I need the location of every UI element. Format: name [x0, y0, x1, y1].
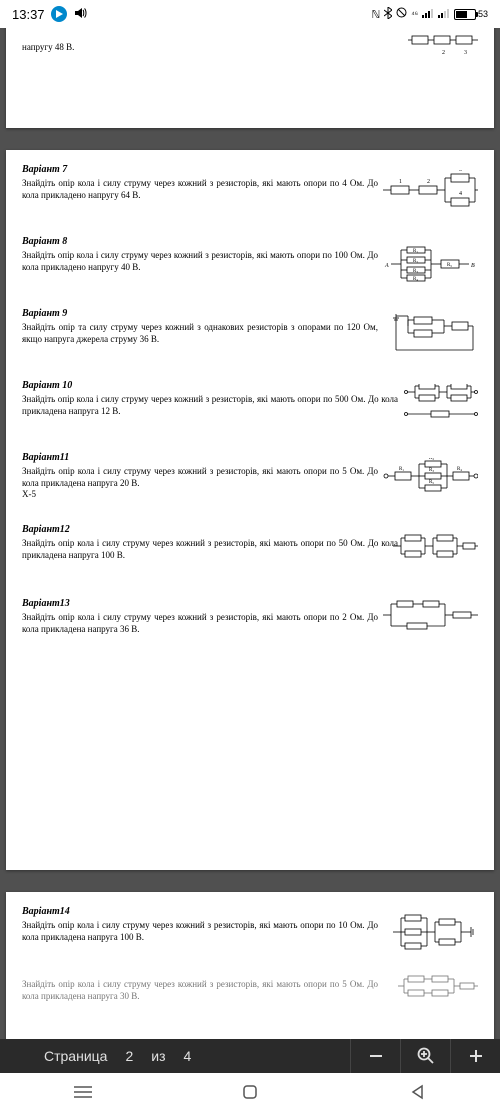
page-2: Варіант 7 Знайдіть опір кола і силу стру…	[6, 150, 494, 870]
status-left: 13:37	[12, 6, 87, 23]
status-right: ℕ ⁴⁶ 53	[371, 7, 488, 22]
circuit-14	[393, 912, 478, 952]
problem-fragment: напругу 48 В. 23	[22, 42, 478, 96]
problem-9: Варіант 9 Знайдіть опір та силу струму ч…	[22, 308, 478, 362]
page-indicator[interactable]: Страница 2 из 4	[0, 1048, 350, 1064]
telegram-icon	[51, 6, 67, 22]
signal2-icon	[438, 8, 450, 21]
page-total: 4	[184, 1048, 192, 1064]
back-button[interactable]	[407, 1082, 427, 1102]
problem-10: Варіант 10 Знайдіть опір кола і силу стр…	[22, 380, 478, 434]
dnd-icon	[396, 7, 407, 21]
nfc-icon: ℕ	[371, 8, 380, 21]
sound-icon	[73, 6, 87, 23]
circuit-13	[383, 598, 478, 632]
svg-text:R₄: R₄	[413, 277, 418, 282]
problem-11: Варіант11 Знайдіть опір кола і силу стру…	[22, 452, 478, 506]
bluetooth-icon	[384, 7, 392, 22]
svg-text:3: 3	[459, 170, 462, 173]
svg-text:1: 1	[399, 179, 402, 185]
svg-text:R₁: R₁	[413, 249, 418, 254]
circuit-10	[403, 384, 478, 424]
problem-8: Варіант 8 Знайдіть опір кола і силу стру…	[22, 236, 478, 290]
page-of: из	[151, 1048, 165, 1064]
zoom-in-button[interactable]	[450, 1039, 500, 1073]
svg-text:R₄: R₄	[457, 467, 462, 472]
page-label: Страница	[44, 1048, 107, 1064]
network-icon: ⁴⁶	[411, 10, 418, 19]
circuit-frag: 23	[408, 34, 478, 60]
problem-13: Варіант13 Знайдіть опір кола і силу стру…	[22, 598, 478, 652]
recent-apps-button[interactable]	[73, 1082, 93, 1102]
svg-text:R₃: R₃	[413, 269, 418, 274]
svg-text:R₂: R₂	[429, 458, 434, 461]
zoom-fit-button[interactable]	[400, 1039, 450, 1073]
battery-icon: 53	[454, 9, 488, 20]
svg-text:3: 3	[464, 50, 467, 56]
problem-7: Варіант 7 Знайдіть опір кола і силу стру…	[22, 164, 478, 218]
svg-text:2: 2	[442, 50, 445, 56]
zoom-out-button[interactable]	[350, 1039, 400, 1073]
pdf-toolbar: Страница 2 из 4	[0, 1039, 500, 1073]
problem-12: Варіант12 Знайдіть опір кола і силу стру…	[22, 524, 478, 578]
circuit-9	[388, 314, 478, 354]
status-bar: 13:37 ℕ ⁴⁶ 53	[0, 0, 500, 28]
circuit-15	[398, 974, 478, 1002]
document-viewport[interactable]: напругу 48 В. 23 Варіант 7 Знайдіть опір…	[0, 28, 500, 1039]
problem-15-partial: Знайдіть опір кола і силу струму через к…	[22, 978, 478, 1032]
circuit-8: A R₁ R₂ R₃ R₄ R₅ B	[383, 244, 478, 286]
svg-text:R₅: R₅	[429, 480, 434, 485]
circuit-12	[393, 532, 478, 560]
page-3-fragment: Варіант14 Знайдіть опір кола і силу стру…	[6, 892, 494, 1039]
svg-text:R₁: R₁	[399, 467, 404, 472]
svg-text:B: B	[471, 263, 475, 269]
home-button[interactable]	[240, 1082, 260, 1102]
circuit-11: R₁ R₂ R₃ R₅ R₄	[383, 458, 478, 494]
circuit-7: 1 2 3 4	[383, 170, 478, 210]
page-1-fragment: напругу 48 В. 23	[6, 28, 494, 128]
battery-pct: 53	[478, 9, 488, 19]
signal-icon	[422, 8, 434, 21]
zoom-controls	[350, 1039, 500, 1073]
svg-text:2: 2	[427, 179, 430, 185]
svg-text:R₂: R₂	[413, 259, 418, 264]
android-nav-bar	[0, 1073, 500, 1111]
svg-text:R₃: R₃	[429, 468, 434, 473]
clock: 13:37	[12, 7, 45, 22]
svg-text:A: A	[384, 263, 389, 269]
svg-text:4: 4	[459, 191, 462, 197]
problem-14: Варіант14 Знайдіть опір кола і силу стру…	[22, 906, 478, 960]
page-current: 2	[125, 1048, 133, 1064]
svg-text:R₅: R₅	[447, 263, 452, 268]
